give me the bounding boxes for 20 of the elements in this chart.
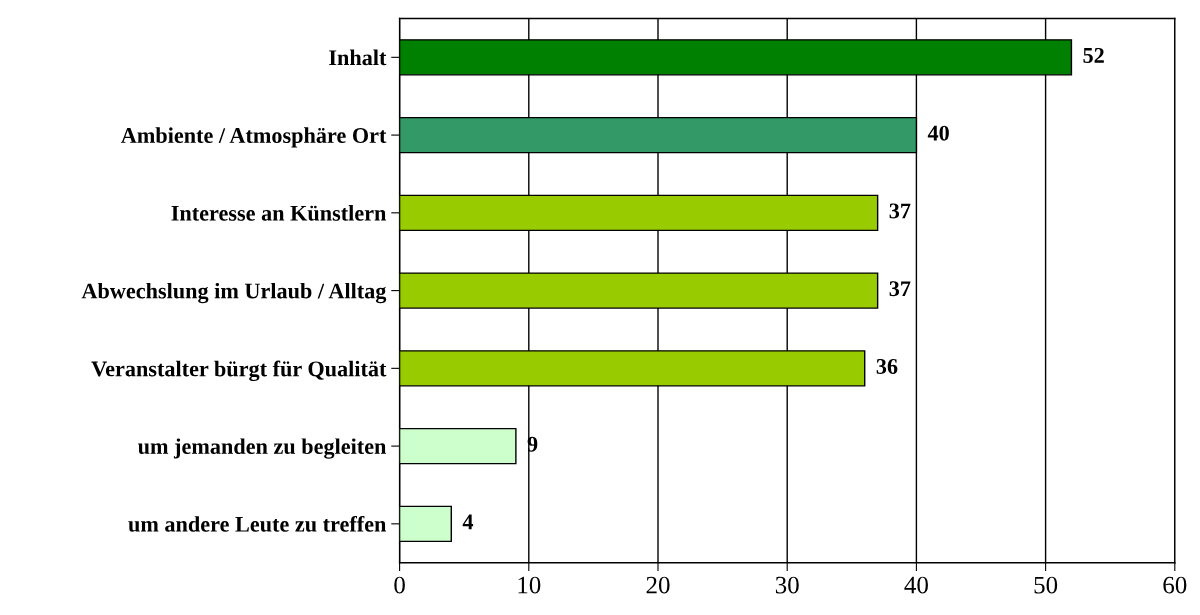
y-tick-label: Abwechslung im Urlaub / Alltag xyxy=(81,282,387,304)
data-label: 36 xyxy=(876,358,898,374)
x-tick-label: 20 xyxy=(646,576,670,594)
data-label: 52 xyxy=(1083,47,1104,63)
x-tick-label: 50 xyxy=(1034,576,1058,594)
x-tick-label: 30 xyxy=(775,576,799,594)
y-tick-label: Ambiente / Atmosphäre Ort xyxy=(121,127,387,148)
x-tick-label: 10 xyxy=(518,576,541,594)
data-label: 37 xyxy=(889,203,911,219)
y-tick-label: um andere Leute zu treffen xyxy=(128,515,387,532)
y-tick-label: Veranstalter bürgt für Qualität xyxy=(91,360,387,382)
y-tick-label: Inhalt xyxy=(329,49,387,66)
y-tick-label: Interesse an Künstlern xyxy=(171,205,387,221)
y-tick-label: um jemanden zu begleiten xyxy=(138,438,387,459)
data-label: 37 xyxy=(889,281,911,297)
x-tick-label: 60 xyxy=(1163,576,1187,594)
x-tick-label: 0 xyxy=(394,576,405,594)
x-tick-label: 40 xyxy=(904,576,928,594)
data-label: 40 xyxy=(927,125,949,141)
data-label: 4 xyxy=(462,514,474,530)
